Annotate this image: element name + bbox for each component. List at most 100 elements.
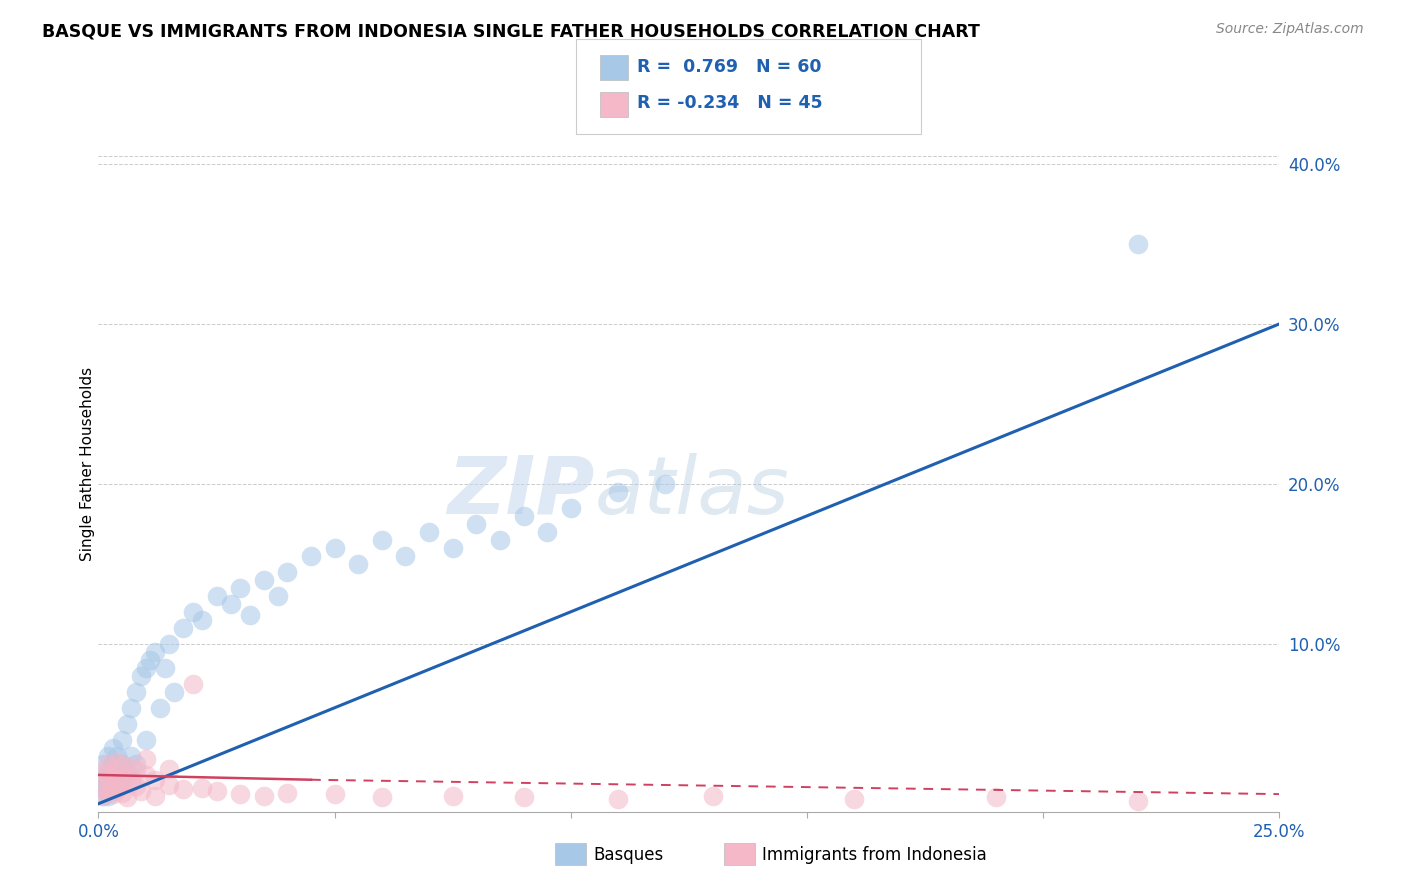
Point: [143, 772, 166, 787]
Point: [105, 771, 128, 785]
Point: [97, 780, 120, 795]
Point: [607, 792, 630, 806]
Point: [143, 645, 166, 659]
Point: [111, 758, 134, 772]
Point: [121, 776, 143, 790]
Point: [105, 755, 128, 769]
Point: [219, 597, 242, 611]
Point: [115, 790, 138, 805]
Point: [323, 541, 346, 555]
Point: [371, 790, 394, 805]
Point: [181, 677, 204, 691]
Point: [276, 785, 298, 799]
Point: [101, 784, 124, 798]
Point: [489, 533, 512, 547]
Point: [101, 787, 124, 801]
Point: [347, 557, 370, 571]
Text: Basques: Basques: [593, 846, 664, 863]
Point: [323, 787, 346, 801]
Point: [97, 772, 120, 787]
Point: [441, 789, 464, 803]
Point: [157, 637, 180, 651]
Point: [129, 784, 152, 798]
Text: Source: ZipAtlas.com: Source: ZipAtlas.com: [1216, 22, 1364, 37]
Point: [229, 787, 252, 801]
Point: [181, 605, 204, 619]
Point: [157, 778, 180, 792]
Point: [418, 524, 440, 539]
Text: ZIP: ZIP: [447, 452, 595, 531]
Point: [394, 549, 416, 563]
Point: [125, 779, 148, 793]
Point: [91, 780, 114, 795]
Point: [702, 789, 724, 803]
Text: Immigrants from Indonesia: Immigrants from Indonesia: [762, 846, 987, 863]
Point: [135, 752, 157, 766]
Point: [441, 541, 464, 555]
Point: [844, 792, 866, 806]
Point: [115, 716, 138, 731]
Point: [97, 772, 120, 787]
Text: R = -0.234   N = 45: R = -0.234 N = 45: [637, 94, 823, 112]
Text: atlas: atlas: [595, 452, 789, 531]
Text: BASQUE VS IMMIGRANTS FROM INDONESIA SINGLE FATHER HOUSEHOLDS CORRELATION CHART: BASQUE VS IMMIGRANTS FROM INDONESIA SING…: [42, 22, 980, 40]
Point: [97, 768, 120, 782]
Point: [163, 685, 186, 699]
Point: [121, 748, 143, 763]
Point: [91, 756, 114, 771]
Point: [121, 760, 143, 774]
Point: [143, 789, 166, 803]
Point: [115, 770, 138, 784]
Point: [512, 508, 534, 523]
Point: [125, 763, 148, 777]
Point: [512, 790, 534, 805]
Point: [1126, 236, 1149, 251]
Point: [111, 756, 134, 771]
Point: [560, 500, 582, 515]
Point: [135, 732, 157, 747]
Point: [125, 685, 148, 699]
Point: [101, 772, 124, 787]
Point: [239, 607, 262, 622]
Point: [135, 661, 157, 675]
Point: [111, 774, 134, 789]
Point: [153, 661, 176, 675]
Point: [115, 764, 138, 779]
Point: [172, 621, 194, 635]
Point: [205, 784, 228, 798]
Point: [299, 549, 322, 563]
Point: [125, 756, 148, 771]
Point: [371, 533, 394, 547]
Point: [121, 700, 143, 714]
Point: [654, 476, 676, 491]
Point: [121, 772, 143, 787]
Point: [91, 780, 114, 795]
Point: [172, 782, 194, 797]
Point: [267, 589, 290, 603]
Point: [111, 772, 134, 787]
Point: [101, 756, 124, 771]
Point: [229, 581, 252, 595]
Point: [101, 740, 124, 755]
Point: [253, 573, 276, 587]
Point: [105, 780, 128, 795]
Point: [91, 764, 114, 779]
Point: [111, 785, 134, 799]
Point: [157, 762, 180, 776]
Point: [139, 653, 162, 667]
Point: [105, 782, 128, 797]
Text: R =  0.769   N = 60: R = 0.769 N = 60: [637, 58, 821, 76]
Point: [97, 756, 120, 771]
Point: [276, 565, 298, 579]
Point: [253, 789, 276, 803]
Point: [205, 589, 228, 603]
Point: [129, 669, 152, 683]
Point: [101, 778, 124, 792]
Point: [101, 762, 124, 776]
Point: [97, 784, 120, 798]
Point: [97, 789, 120, 803]
Point: [984, 790, 1007, 805]
Point: [91, 772, 114, 787]
Point: [1126, 793, 1149, 807]
Point: [191, 613, 214, 627]
